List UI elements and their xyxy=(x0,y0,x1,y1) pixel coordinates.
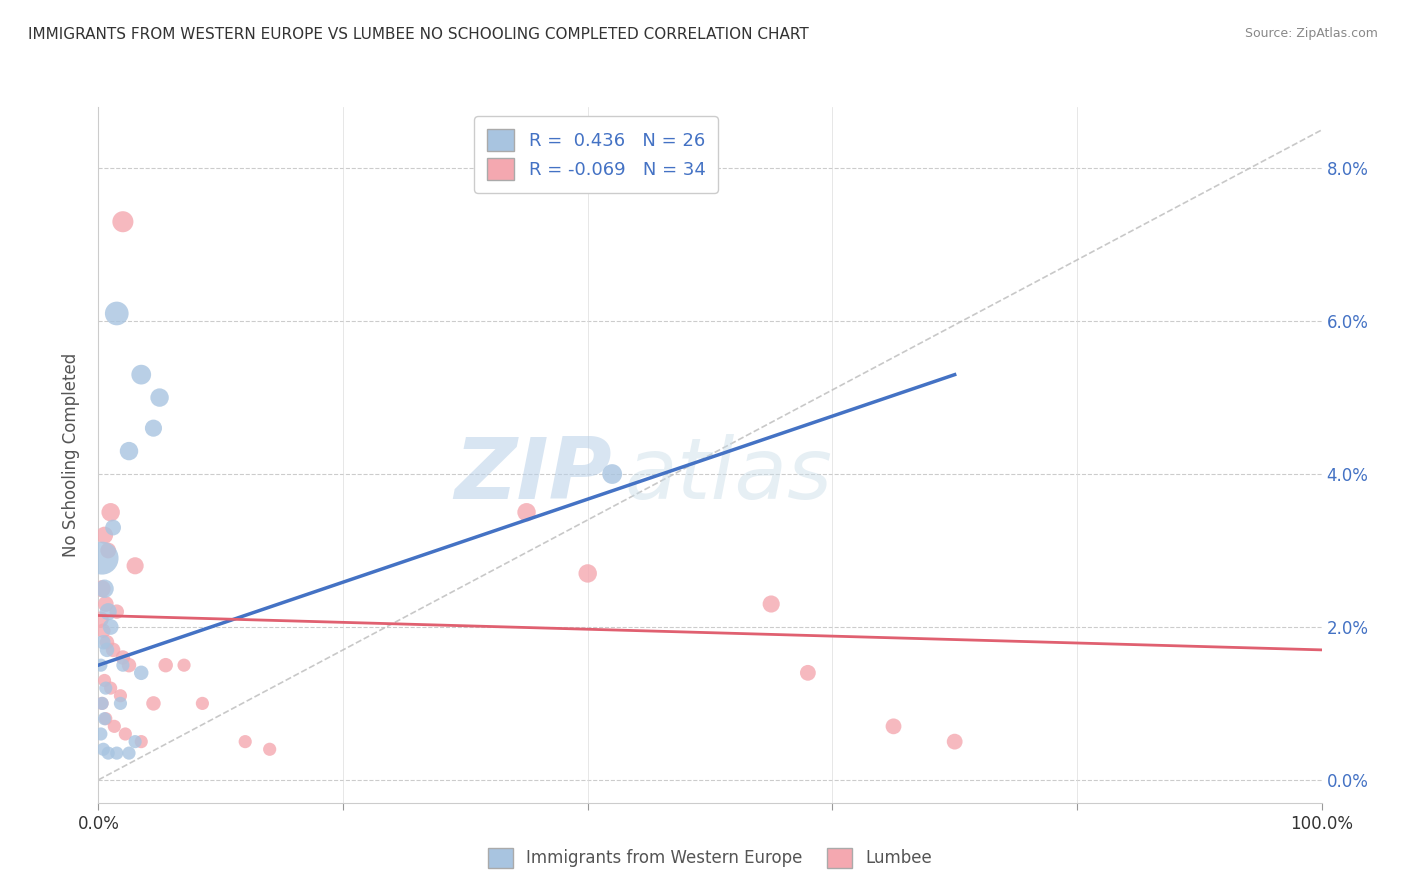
Point xyxy=(149,391,172,405)
Point xyxy=(93,712,115,726)
Point xyxy=(93,673,115,688)
Point xyxy=(114,727,136,741)
Point xyxy=(94,681,117,695)
Point xyxy=(129,665,152,680)
Point xyxy=(110,689,132,703)
Point xyxy=(91,742,114,756)
Text: Source: ZipAtlas.com: Source: ZipAtlas.com xyxy=(1244,27,1378,40)
Point xyxy=(91,551,114,566)
Point xyxy=(97,543,120,558)
Point xyxy=(96,643,118,657)
Point xyxy=(91,582,114,596)
Point xyxy=(943,734,966,748)
Point xyxy=(97,746,120,760)
Point xyxy=(105,306,128,320)
Point xyxy=(142,697,165,711)
Point xyxy=(129,734,152,748)
Point xyxy=(142,421,165,435)
Text: atlas: atlas xyxy=(624,434,832,517)
Point xyxy=(155,658,177,673)
Point xyxy=(90,727,112,741)
Point xyxy=(110,697,132,711)
Point xyxy=(105,746,128,760)
Legend: Immigrants from Western Europe, Lumbee: Immigrants from Western Europe, Lumbee xyxy=(478,838,942,878)
Point xyxy=(883,719,905,733)
Point xyxy=(91,697,114,711)
Point xyxy=(576,566,599,581)
Point xyxy=(129,368,152,382)
Point xyxy=(124,734,146,748)
Point xyxy=(191,697,214,711)
Point xyxy=(93,528,115,542)
Point xyxy=(100,681,122,695)
Point xyxy=(173,658,195,673)
Point xyxy=(233,734,256,748)
Point xyxy=(600,467,623,481)
Point xyxy=(259,742,281,756)
Point xyxy=(94,597,117,611)
Point xyxy=(118,658,141,673)
Point xyxy=(761,597,783,611)
Point xyxy=(100,620,122,634)
Point xyxy=(91,624,114,638)
Point xyxy=(94,712,117,726)
Y-axis label: No Schooling Completed: No Schooling Completed xyxy=(62,353,80,557)
Text: ZIP: ZIP xyxy=(454,434,612,517)
Point xyxy=(101,520,124,534)
Point xyxy=(100,505,122,519)
Point xyxy=(111,658,134,673)
Point xyxy=(124,558,146,573)
Text: IMMIGRANTS FROM WESTERN EUROPE VS LUMBEE NO SCHOOLING COMPLETED CORRELATION CHAR: IMMIGRANTS FROM WESTERN EUROPE VS LUMBEE… xyxy=(28,27,808,42)
Point xyxy=(111,650,134,665)
Point xyxy=(111,215,134,229)
Point xyxy=(103,719,125,733)
Point xyxy=(96,635,118,649)
Point xyxy=(90,658,112,673)
Point xyxy=(516,505,538,519)
Point xyxy=(97,605,120,619)
Point xyxy=(90,612,112,626)
Point xyxy=(101,643,124,657)
Point xyxy=(91,697,114,711)
Point xyxy=(118,746,141,760)
Point xyxy=(105,605,128,619)
Point xyxy=(91,635,114,649)
Point xyxy=(118,444,141,458)
Point xyxy=(93,582,115,596)
Point xyxy=(797,665,820,680)
